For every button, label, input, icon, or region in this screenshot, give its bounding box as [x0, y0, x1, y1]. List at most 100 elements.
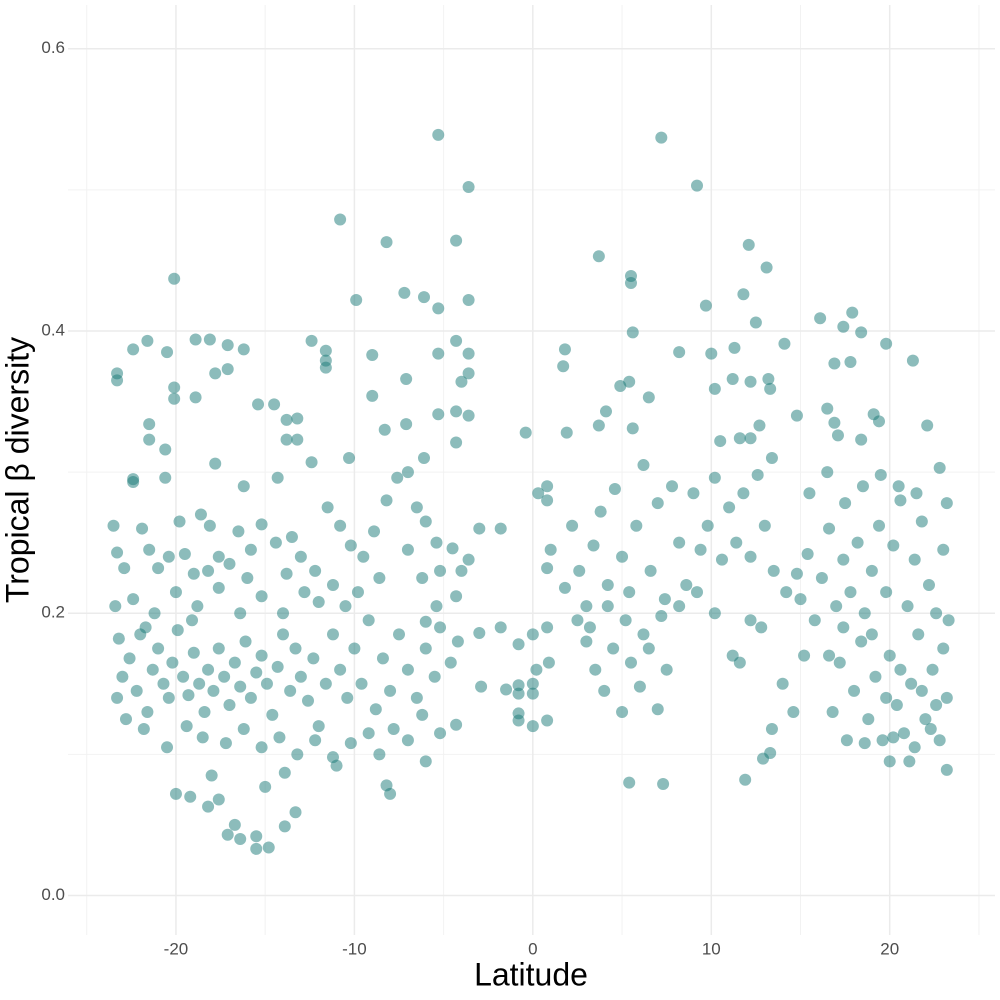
- point: [883, 755, 896, 768]
- point: [366, 389, 379, 402]
- point: [616, 706, 629, 719]
- point: [526, 628, 539, 641]
- point: [833, 656, 846, 669]
- point: [751, 468, 764, 481]
- point: [244, 691, 257, 704]
- point: [890, 698, 903, 711]
- point: [171, 624, 184, 637]
- point: [526, 677, 539, 690]
- point: [169, 787, 182, 800]
- point: [187, 567, 200, 580]
- point: [309, 734, 322, 747]
- point: [624, 277, 637, 290]
- point: [376, 652, 389, 665]
- point: [312, 720, 325, 733]
- point: [237, 480, 250, 493]
- point: [787, 706, 800, 719]
- point: [473, 522, 486, 535]
- point: [373, 571, 386, 584]
- point: [119, 713, 132, 726]
- point: [321, 501, 334, 514]
- point: [202, 564, 215, 577]
- point: [826, 706, 839, 719]
- point: [362, 614, 375, 627]
- point: [541, 562, 554, 575]
- point: [730, 536, 743, 549]
- point: [419, 642, 432, 655]
- point: [166, 656, 179, 669]
- point: [432, 302, 445, 315]
- point: [351, 586, 364, 599]
- point: [637, 459, 650, 472]
- point: [111, 546, 124, 559]
- point: [139, 621, 152, 634]
- point: [112, 632, 125, 645]
- point: [228, 656, 241, 669]
- point: [401, 734, 414, 747]
- point: [148, 607, 161, 620]
- point: [434, 727, 447, 740]
- point: [127, 593, 140, 606]
- point: [109, 600, 122, 613]
- point: [619, 614, 632, 627]
- point: [446, 542, 459, 555]
- point: [557, 360, 570, 373]
- point: [357, 550, 370, 563]
- point: [823, 522, 836, 535]
- point: [764, 746, 777, 759]
- point: [876, 734, 889, 747]
- point: [309, 564, 322, 577]
- point: [326, 628, 339, 641]
- point: [940, 763, 953, 776]
- point: [726, 372, 739, 385]
- point: [391, 471, 404, 484]
- point: [837, 621, 850, 634]
- point: [673, 600, 686, 613]
- point: [462, 293, 475, 306]
- point: [221, 828, 234, 841]
- point: [266, 708, 279, 721]
- point: [512, 679, 525, 692]
- point: [212, 581, 225, 594]
- point: [544, 543, 557, 556]
- point: [830, 600, 843, 613]
- point: [839, 497, 852, 510]
- point: [601, 600, 614, 613]
- point: [280, 433, 293, 446]
- point: [930, 607, 943, 620]
- point: [289, 806, 302, 819]
- point: [218, 670, 231, 683]
- point: [837, 320, 850, 333]
- point: [821, 402, 834, 415]
- point: [430, 536, 443, 549]
- point: [366, 348, 379, 361]
- point: [187, 646, 200, 659]
- point: [587, 539, 600, 552]
- point: [250, 842, 263, 855]
- point: [277, 628, 290, 641]
- point: [234, 833, 247, 846]
- point: [400, 418, 413, 431]
- point: [278, 820, 291, 833]
- point: [326, 751, 339, 764]
- point: [744, 375, 757, 388]
- point: [924, 722, 937, 735]
- point: [814, 312, 827, 325]
- point: [223, 698, 236, 711]
- point: [136, 522, 149, 535]
- point: [419, 615, 432, 628]
- point: [291, 412, 304, 425]
- point: [401, 543, 414, 556]
- point: [755, 621, 768, 634]
- point: [905, 677, 918, 690]
- point: [111, 691, 124, 704]
- point: [260, 677, 273, 690]
- point: [278, 766, 291, 779]
- point: [146, 663, 159, 676]
- point: [915, 515, 928, 528]
- point: [767, 564, 780, 577]
- point: [532, 487, 545, 500]
- point: [255, 590, 268, 603]
- point: [855, 635, 868, 648]
- point: [880, 586, 893, 599]
